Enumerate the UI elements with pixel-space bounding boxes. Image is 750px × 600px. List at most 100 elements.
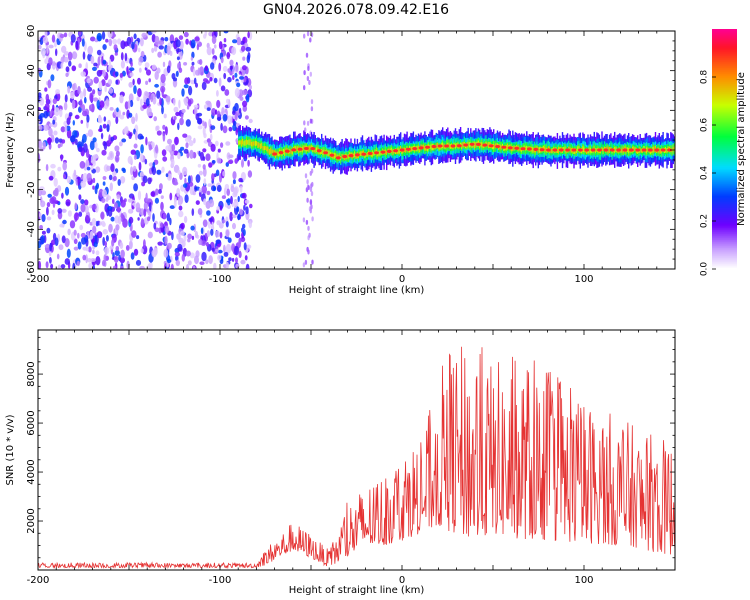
spectrogram-cell [78, 194, 82, 201]
spectrogram-cell [162, 82, 166, 87]
spectrogram-cell [145, 98, 150, 107]
spectrogram-cell [249, 203, 253, 209]
colorbar-segment [712, 217, 737, 220]
spectrogram-cell [157, 241, 163, 246]
spectrogram-ridge-point [546, 148, 551, 152]
spectrogram-cell [38, 67, 42, 73]
y-tick-label: -20 [26, 181, 37, 197]
spectrogram-cell [128, 216, 134, 224]
spectrogram-ridge-point [501, 145, 507, 149]
spectrogram-cell [241, 192, 247, 199]
spectrogram-cell [256, 141, 258, 146]
spectrogram-cell [81, 38, 85, 47]
spectrogram-cell [53, 177, 58, 187]
spectrogram-cell [223, 31, 229, 34]
colorbar-segment [712, 133, 737, 136]
spectrogram-cell [276, 151, 278, 156]
spectrogram-cell [234, 72, 238, 78]
spectrogram-cell [507, 143, 509, 150]
spectrogram-cell [92, 66, 97, 71]
spectrogram-cell [211, 173, 215, 182]
spectrogram-cell [191, 208, 195, 217]
spectrogram-cell [132, 78, 135, 86]
spectrogram-cell [340, 156, 342, 161]
colorbar-segment [712, 127, 737, 130]
spectrogram-cell [360, 151, 362, 156]
colorbar-segment [712, 123, 737, 126]
spectrogram-ridge-point [386, 149, 392, 153]
spectrogram-cell [582, 146, 584, 153]
spectrogram-cell [180, 113, 184, 119]
colorbar-segment [712, 209, 737, 212]
spectrogram-cell [81, 104, 86, 112]
spectrogram-cell [89, 140, 95, 151]
colorbar-segment [712, 131, 737, 134]
spectrogram-cell [171, 144, 176, 152]
spectrogram-cell [403, 147, 406, 153]
spectrogram-cell [49, 110, 53, 118]
spectrogram-cell [139, 98, 143, 107]
spectrogram-cell [243, 204, 246, 211]
spectrogram-cell [206, 230, 210, 238]
spectrogram-ridge-point [571, 148, 577, 152]
spectrogram-ridge-point [297, 147, 303, 151]
spectrogram-cell [96, 49, 102, 56]
spectrogram-cell [54, 237, 59, 246]
spectrogram-cell [151, 31, 157, 34]
spectrogram-cell [97, 220, 101, 226]
spectrogram-cell [112, 38, 118, 45]
spectrogram-cell [164, 225, 170, 234]
spectrogram-cell [154, 71, 159, 80]
spectrogram-ridge-point [431, 144, 437, 149]
spectrogram-cell [145, 136, 148, 146]
spectrogram-cell [49, 257, 52, 264]
spectrogram-cell [47, 79, 52, 89]
spectrogram-cell [103, 254, 107, 263]
spectrogram-cell [608, 146, 611, 153]
spectrogram-cell [397, 147, 399, 154]
spectrogram-cell [80, 180, 86, 188]
spectrogram-cell [128, 132, 132, 139]
spectrogram-ridge-point [342, 154, 348, 159]
spectrogram-cell [139, 37, 144, 47]
spectrogram-cell [102, 176, 107, 180]
spectrogram-cell [187, 99, 192, 107]
spectrogram-cell [126, 66, 129, 75]
snr-frame [37, 329, 676, 571]
spectrogram-cell [120, 40, 126, 50]
spectrogram-cell [109, 54, 115, 62]
colorbar-segment [712, 111, 737, 114]
colorbar-tick-label: 0.0 [700, 262, 710, 277]
spectrogram-cell [60, 126, 66, 133]
spectrogram-cell [242, 139, 244, 145]
colorbar-segment [712, 247, 737, 250]
spectrogram-cell [188, 140, 194, 147]
colorbar-segment [712, 61, 737, 64]
spectrogram-cell [180, 230, 185, 236]
spectrogram-cell [175, 259, 180, 266]
spectrogram-cell [38, 140, 43, 149]
spectrogram-cell [302, 217, 306, 223]
spectrogram-cell [220, 122, 223, 131]
colorbar-segment [712, 165, 737, 168]
spectrogram-cell [247, 159, 250, 167]
colorbar-segment [712, 175, 737, 178]
colorbar-segment [712, 145, 737, 148]
spectrogram-cell [177, 152, 181, 160]
spectrogram-cell [69, 135, 76, 143]
spectrogram-ridge-point [444, 144, 450, 148]
spectrogram-cell [346, 154, 348, 160]
spectrogram-cell [253, 141, 255, 146]
spectrogram-cell [176, 48, 182, 53]
spectrogram-cell [133, 85, 137, 95]
spectrogram-cell [86, 78, 91, 84]
colorbar-segment [712, 261, 737, 264]
spectrogram-cell [148, 112, 154, 117]
spectrogram-cell [90, 36, 96, 42]
spectrogram-cell [82, 172, 88, 182]
spectrogram-cell [75, 138, 78, 146]
spectrogram-cell [158, 45, 164, 50]
spectrogram-cell [160, 73, 166, 84]
spectrogram-cell [422, 144, 425, 149]
colorbar-segment [712, 195, 737, 198]
